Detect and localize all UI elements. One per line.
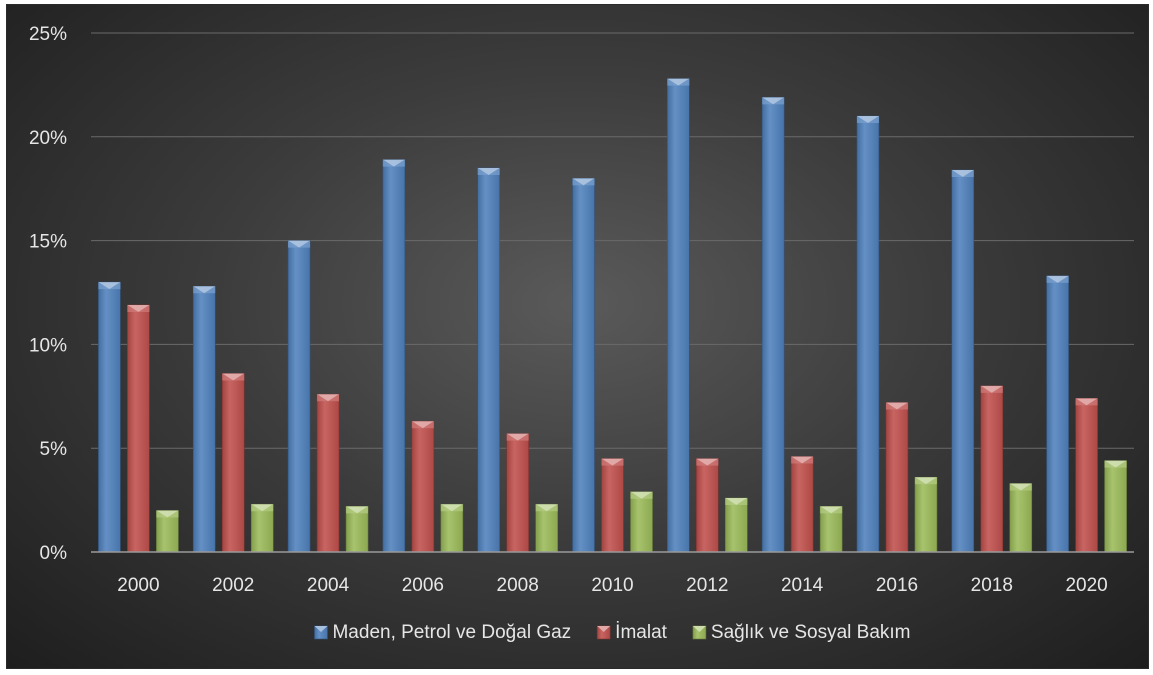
bar (221, 373, 245, 553)
bar (287, 240, 311, 553)
x-tick-label: 2012 (686, 575, 728, 596)
bar (156, 510, 179, 553)
bar (630, 491, 653, 553)
bar (127, 304, 150, 553)
x-tick-label: 2014 (781, 575, 824, 596)
bar (572, 178, 595, 553)
bar (1009, 483, 1033, 553)
bar (601, 458, 624, 553)
x-tick-label: 2000 (117, 575, 159, 596)
bar (98, 281, 121, 553)
bar (790, 456, 814, 553)
x-tick-label: 2010 (591, 575, 633, 596)
x-tick-label: 2002 (212, 575, 254, 596)
bar-chart: 0% 5% 10% 15% 20% 25% 2000 2002 2004 2006 2008 2010… (29, 24, 1134, 643)
bar (951, 169, 975, 553)
bar (856, 115, 880, 553)
legend-item: Maden, Petrol ve Doğal Gaz (314, 622, 571, 643)
legend-label: İmalat (615, 622, 667, 643)
y-tick-label: 5% (40, 439, 68, 460)
bar (440, 503, 464, 553)
bar (250, 503, 274, 553)
y-tick-label: 0% (40, 543, 68, 564)
bar (477, 167, 500, 553)
bar (316, 393, 340, 553)
legend: Maden, Petrol ve Doğal Gaz İmalat Sağlık v… (314, 622, 911, 643)
bars (98, 78, 1127, 553)
bar (411, 420, 435, 553)
gridlines (91, 32, 1134, 449)
bar (506, 433, 529, 553)
x-tick-label: 2020 (1065, 575, 1107, 596)
x-tick-label: 2016 (876, 575, 918, 596)
bar (696, 458, 719, 553)
bar (192, 285, 216, 553)
axes: 0% 5% 10% 15% 20% 25% 2000 2002 2004 2006 2008 2010… (29, 24, 1134, 596)
x-tick-label: 2004 (307, 575, 350, 596)
y-tick-label: 10% (29, 335, 67, 356)
bar (980, 385, 1004, 553)
bar (667, 78, 690, 553)
chart-area: 0% 5% 10% 15% 20% 25% 2000 2002 2004 2006 2008 2010… (6, 4, 1149, 669)
y-tick-label: 15% (29, 232, 67, 253)
bar (382, 159, 406, 553)
bar (725, 497, 748, 553)
legend-label: Sağlık ve Sosyal Bakım (711, 622, 911, 643)
bar (1075, 398, 1098, 553)
x-tick-label: 2006 (402, 575, 444, 596)
legend-item: İmalat (596, 622, 668, 643)
bar (819, 506, 843, 553)
y-tick-label: 20% (29, 128, 67, 149)
x-tick-label: 2018 (971, 575, 1013, 596)
y-tick-label: 25% (29, 24, 67, 45)
legend-item: Sağlık ve Sosyal Bakım (692, 622, 911, 643)
bar (885, 402, 909, 553)
bar (761, 97, 785, 553)
legend-label: Maden, Petrol ve Doğal Gaz (332, 622, 571, 643)
bar (345, 506, 369, 553)
bar (1104, 460, 1127, 553)
bar (914, 476, 938, 553)
bar (535, 503, 558, 553)
x-tick-label: 2008 (497, 575, 539, 596)
bar (1046, 275, 1069, 553)
